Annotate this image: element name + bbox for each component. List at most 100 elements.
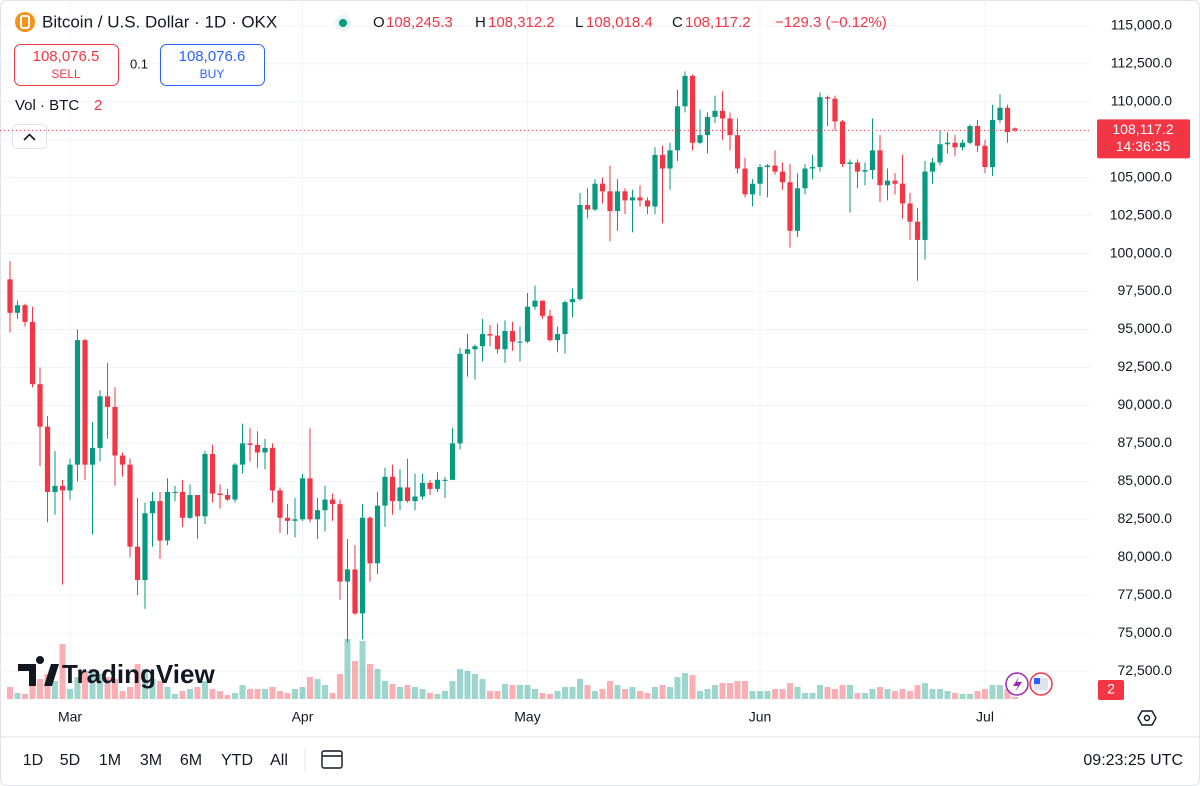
candle-body: [269, 447, 276, 491]
volume-bar: [479, 679, 486, 699]
y-tick-label: 90,000.0: [1118, 396, 1173, 412]
candle-body: [937, 144, 943, 163]
volume-bar: [1004, 689, 1011, 699]
ohlc-value: 108,117.2: [685, 14, 751, 31]
candle-body: [389, 476, 396, 502]
range-button[interactable]: 1M: [99, 752, 121, 769]
candle-body: [329, 499, 336, 505]
candle-body: [142, 513, 148, 581]
y-tick-label: 92,500.0: [1118, 358, 1173, 374]
y-tick-label: 102,500.0: [1110, 206, 1172, 222]
volume-bar: [817, 685, 823, 699]
candles: [7, 71, 1018, 643]
candle-body: [524, 306, 531, 342]
volume-bar: [389, 684, 396, 699]
volume-bar: [262, 689, 268, 699]
volume-bar: [179, 691, 186, 699]
volume-bar: [374, 669, 381, 699]
volume-bar: [832, 689, 838, 699]
candle-body: [644, 200, 651, 207]
chevron: [23, 133, 36, 141]
volume-legend-value: 2: [94, 97, 102, 114]
range-button[interactable]: YTD: [221, 752, 253, 769]
buy-button[interactable]: [160, 44, 265, 86]
ohlc-key: L: [575, 14, 583, 31]
candle-body: [592, 183, 598, 210]
volume-bar: [524, 685, 531, 699]
candle-body: [52, 485, 58, 492]
volume-bar: [127, 687, 133, 699]
candle-body: [509, 331, 516, 342]
volume-bar: [689, 675, 696, 699]
candle-body: [479, 334, 486, 347]
volume-bar: [52, 681, 58, 699]
range-button[interactable]: 5D: [60, 752, 80, 769]
volume-bar: [869, 689, 876, 699]
candle-body: [217, 493, 223, 496]
candle-body: [727, 118, 733, 136]
candle-body: [104, 396, 111, 407]
candle-body: [164, 491, 171, 541]
volume-bar: [892, 691, 898, 699]
last-price-label: 108,117.2: [1112, 121, 1173, 137]
volume-bar: [344, 639, 351, 699]
volume-bar: [44, 674, 51, 699]
range-button[interactable]: All: [270, 752, 288, 769]
settings-icon[interactable]: [1137, 710, 1157, 726]
candle-body: [67, 464, 73, 491]
volume-bar: [667, 687, 673, 699]
candle-body: [974, 126, 981, 146]
volume-bar: [164, 687, 171, 699]
coin-icon: [15, 12, 35, 32]
x-tick-label: May: [514, 709, 540, 725]
volume-bar: [997, 685, 1003, 699]
candle-body: [464, 349, 471, 354]
volume-bar: [187, 689, 193, 699]
volume-bar: [359, 641, 366, 699]
volume-bar: [704, 689, 711, 699]
logo-mark: [18, 655, 59, 686]
volume-bar: [277, 691, 283, 699]
calendar-icon[interactable]: [321, 750, 343, 769]
volume-bar: [659, 685, 666, 699]
volume-bar: [764, 691, 771, 699]
volume-bar: [637, 691, 643, 699]
candle-body: [839, 121, 846, 164]
candle-body: [119, 455, 126, 465]
candle-body: [14, 305, 21, 313]
volume-bar: [14, 693, 21, 699]
range-button[interactable]: 3M: [140, 752, 162, 769]
collapse-button[interactable]: [12, 124, 47, 149]
candle-body: [892, 180, 898, 184]
sell-button[interactable]: [14, 44, 119, 86]
volume-bar: [89, 669, 96, 699]
volume-bar: [907, 691, 913, 699]
volume-bar: [787, 683, 793, 699]
range-button[interactable]: 6M: [180, 752, 202, 769]
candle-body: [382, 476, 388, 506]
candle-body: [719, 110, 726, 119]
candle-body: [652, 154, 658, 207]
range-button[interactable]: 1D: [23, 752, 43, 769]
volume-bar: [217, 691, 223, 699]
ohlc-key: H: [475, 14, 486, 31]
candle-body: [577, 204, 583, 300]
candle-body: [262, 447, 268, 453]
candle-body: [712, 110, 718, 117]
candle-body: [187, 495, 193, 518]
last-price-box: [1097, 119, 1190, 159]
candle-body: [847, 162, 853, 164]
candle-body: [359, 517, 366, 614]
volume-bar: [442, 691, 448, 699]
candle-body: [989, 119, 996, 168]
volume-bar: [899, 689, 906, 699]
volume-bar: [937, 689, 943, 699]
ohlc-value: 108,018.4: [586, 14, 653, 31]
volume-bar: [284, 693, 291, 699]
candle-body: [584, 204, 591, 210]
candle-body: [967, 126, 973, 143]
volume-bar: [502, 684, 508, 699]
volume-bar: [772, 689, 778, 699]
buy-price: 108,076.6: [179, 48, 246, 65]
